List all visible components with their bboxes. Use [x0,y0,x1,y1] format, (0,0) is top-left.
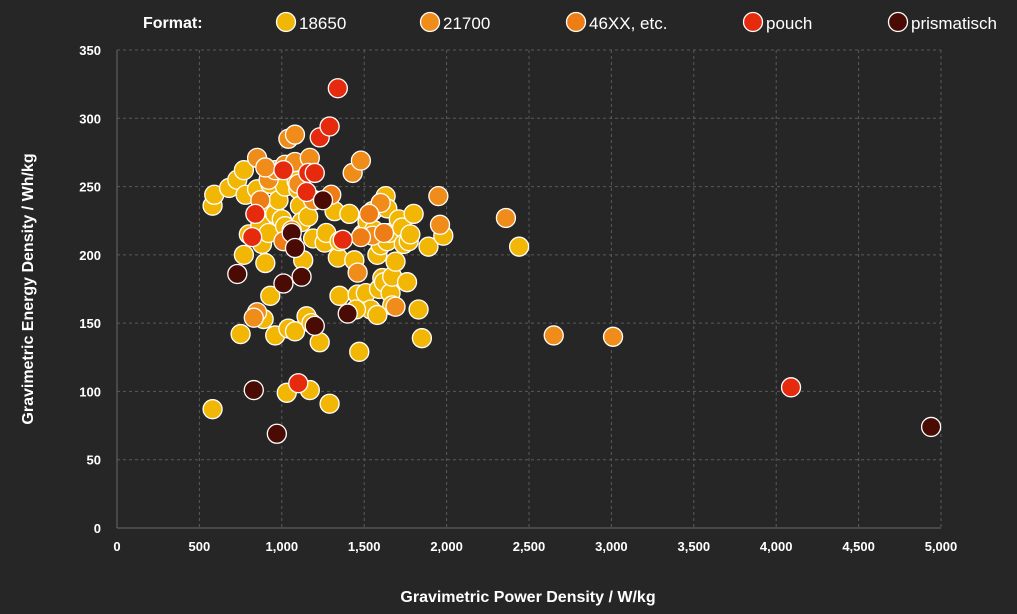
x-tick-label: 0 [113,539,120,554]
x-tick-label: 3,000 [595,539,628,554]
data-point[interactable] [350,226,372,248]
data-point[interactable] [339,203,360,225]
x-axis-title: Gravimetric Power Density / W/kg [400,589,655,606]
data-point[interactable] [255,252,276,274]
series-3 [241,78,802,398]
data-point[interactable] [202,399,223,420]
data-point[interactable] [266,423,288,444]
data-point[interactable] [273,273,294,294]
data-point[interactable] [291,266,312,287]
legend-marker [742,11,764,33]
data-point[interactable] [385,296,406,317]
y-tick-label: 150 [79,316,101,331]
series-1 [243,124,624,347]
data-point[interactable] [543,325,564,346]
legend-label[interactable]: prismatisch [911,14,997,33]
data-point[interactable] [408,299,429,320]
data-point[interactable] [396,272,418,293]
grid [116,49,942,529]
data-point[interactable] [243,307,264,328]
data-point[interactable] [428,185,449,207]
x-tick-label: 2,500 [513,539,546,554]
data-point[interactable] [304,162,325,184]
y-tick-label: 50 [87,453,101,468]
data-point[interactable] [367,304,388,326]
data-point[interactable] [920,416,942,438]
data-point[interactable] [411,328,433,349]
data-point[interactable] [400,224,421,245]
legend-marker [419,11,441,33]
data-point[interactable] [337,303,358,324]
legend-label[interactable]: 18650 [299,14,346,33]
data-point[interactable] [260,285,281,306]
legend-title: Format: [143,15,203,32]
legend-marker [275,11,297,33]
data-point[interactable] [329,285,350,306]
data-point[interactable] [495,207,517,229]
y-axis-title: Gravimetric Energy Density / Wh/kg [20,153,37,424]
data-point[interactable] [347,262,368,283]
x-tick-label: 4,000 [760,539,793,554]
data-point[interactable] [358,203,380,225]
series-4 [227,190,942,444]
data-point[interactable] [255,157,276,178]
data-point[interactable] [243,379,264,401]
data-point[interactable] [312,190,334,211]
data-point[interactable] [508,236,530,257]
y-tick-label: 350 [79,43,101,58]
data-point[interactable] [284,321,306,342]
data-point[interactable] [602,326,624,347]
data-point[interactable] [418,236,439,257]
data-point[interactable] [230,323,251,345]
x-tick-label: 3,500 [678,539,711,554]
x-tick-label: 5,000 [925,539,958,554]
data-point[interactable] [227,263,248,285]
y-tick-label: 0 [94,521,101,536]
y-tick-label: 250 [79,180,101,195]
x-tick-label: 1,000 [266,539,299,554]
legend-label[interactable]: 21700 [443,14,490,33]
x-tick-label: 1,500 [348,539,381,554]
data-point[interactable] [373,222,395,244]
legend-label[interactable]: pouch [766,14,812,33]
data-point[interactable] [284,124,306,145]
legend-marker [887,11,909,33]
data-point[interactable] [319,116,340,137]
data-point[interactable] [245,203,266,225]
legend: Format: 18650 21700 46XX, etc. pouch prismati… [143,11,997,33]
legend-label[interactable]: 46XX, etc. [589,14,667,33]
data-point[interactable] [385,251,406,272]
x-tick-label: 2,000 [430,539,463,554]
data-point[interactable] [319,393,340,414]
data-point[interactable] [233,160,255,181]
data-point[interactable] [780,377,802,398]
axes: 0 500 1,000 1,500 2,000 2,500 3,000 3,500 4,000 4… [79,43,957,554]
y-tick-label: 300 [79,111,101,126]
data-points [202,78,942,444]
data-point[interactable] [233,244,255,266]
data-point[interactable] [350,150,372,171]
data-point[interactable] [273,160,294,181]
data-point[interactable] [429,214,451,235]
legend-marker [565,11,587,33]
data-point[interactable] [288,373,309,394]
data-point[interactable] [349,341,370,362]
data-point[interactable] [403,203,424,225]
y-tick-label: 200 [79,248,101,263]
data-point[interactable] [284,237,306,259]
data-point[interactable] [327,78,348,99]
data-point[interactable] [332,229,353,250]
data-point[interactable] [241,226,263,248]
x-tick-label: 4,500 [842,539,875,554]
x-tick-label: 500 [189,539,211,554]
data-point[interactable] [304,315,325,337]
y-tick-label: 100 [79,384,101,399]
